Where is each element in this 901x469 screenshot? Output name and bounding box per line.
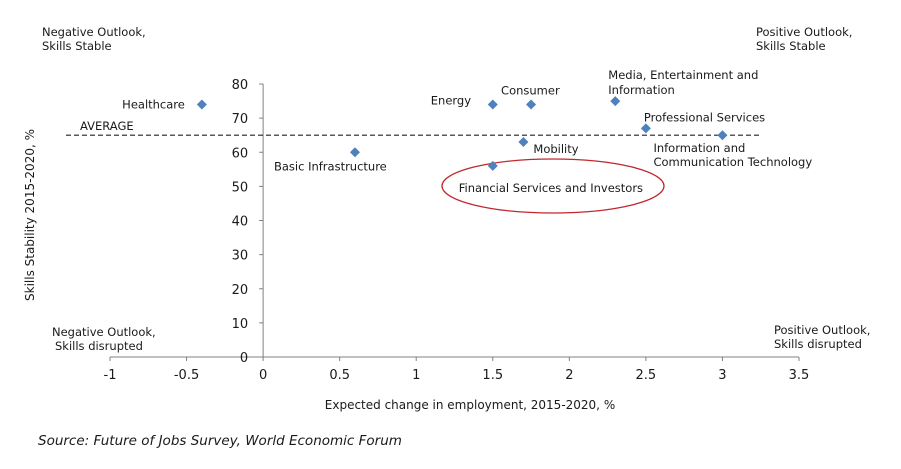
axes [110,84,799,358]
quadrant-label-bottom-right: Skills disrupted [774,337,862,351]
y-tick-label: 10 [232,317,249,332]
data-point [487,160,498,171]
data-point [526,99,537,110]
x-tick-label: -1 [104,368,117,383]
data-point [487,99,498,110]
data-point [196,99,207,110]
quadrant-label-bottom-left: Skills disrupted [55,339,143,353]
point-label: Information [608,83,675,97]
highlight-layer [441,158,665,214]
ticks: -1 -0.5 0 0.5 1 1.5 2 2.5 3 3.5 0 10 20 30 40 50 60 70 80 [104,78,810,383]
point-label: Mobility [533,142,578,156]
y-tick-label: 50 [232,180,249,195]
y-tick-label: 70 [232,112,249,127]
data-point [610,96,621,107]
average-layer: AVERAGE [66,119,762,136]
x-axis-title: Expected change in employment, 2015-2020… [325,398,615,412]
average-label: AVERAGE [80,119,134,133]
x-tick-label: 3 [718,368,726,383]
quadrant-label-top-left: Skills Stable [42,39,112,53]
point-label: Communication Technology [653,155,812,169]
quadrant-label-top-left: Negative Outlook, [42,25,146,39]
point-label: Consumer [501,83,560,97]
y-tick-label: 60 [232,146,249,161]
highlight-ellipse [441,158,665,214]
y-tick-label: 40 [232,215,249,230]
x-tick-label: 1 [412,368,420,383]
point-label: Media, Entertainment and [608,68,758,82]
y-tick-label: 20 [232,283,249,298]
point-label: Basic Infrastructure [274,159,387,173]
data-point [349,147,360,158]
x-tick-label: 2.5 [636,368,657,383]
labels-layer: Healthcare Basic Infrastructure Energy Cons… [122,68,812,195]
point-label: Energy [431,93,471,107]
data-point [518,137,529,148]
source-note: Source: Future of Jobs Survey, World Eco… [38,433,402,449]
x-tick-label: 1.5 [482,368,503,383]
y-tick-label: 80 [232,78,249,93]
data-point [717,130,728,141]
x-tick-label: 0 [259,368,267,383]
quadrant-label-top-right: Skills Stable [756,39,826,53]
x-tick-label: 0.5 [329,368,350,383]
point-label: Professional Services [644,110,765,124]
y-axis-title: Skills Stability 2015-2020, % [23,129,37,301]
quadrant-label-bottom-right: Positive Outlook, [774,323,870,337]
y-tick-label: 30 [232,249,249,264]
quadrant-label-top-right: Positive Outlook, [756,25,852,39]
x-tick-label: 3.5 [789,368,810,383]
points-layer [196,96,728,171]
quadrant-label-bottom-left: Negative Outlook, [52,325,156,339]
point-label: Information and [653,141,745,155]
point-label: Healthcare [122,97,185,111]
data-point [640,123,651,134]
y-tick-label: 0 [240,351,248,366]
x-tick-label: -0.5 [174,368,199,383]
x-tick-label: 2 [565,368,573,383]
point-label: Financial Services and Investors [459,181,643,195]
